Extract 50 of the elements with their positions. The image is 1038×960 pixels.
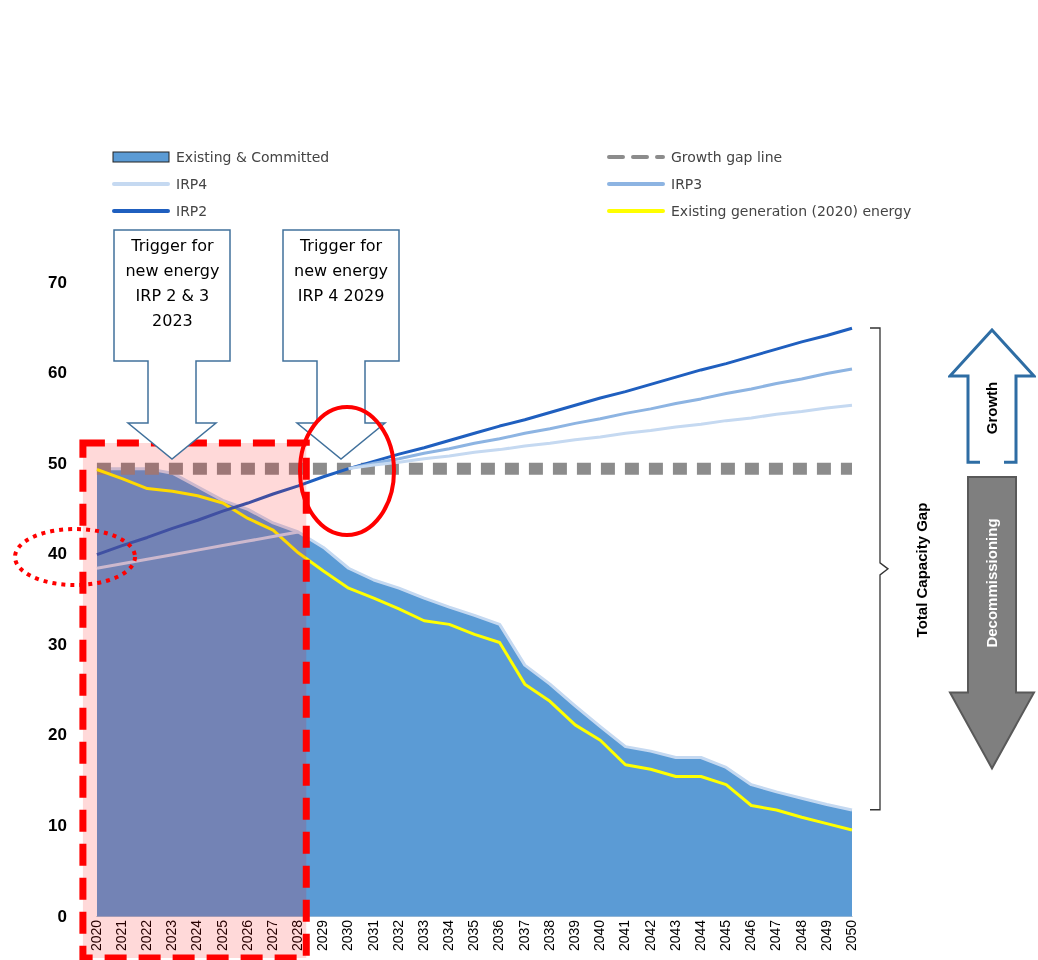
text: Decommissioning — [982, 517, 1001, 650]
y-tick-label: 60 — [47, 363, 67, 383]
legend-label: IRP2 — [176, 203, 208, 219]
x-tick-label: 2033 — [414, 919, 431, 952]
x-tick-label: 2049 — [817, 919, 834, 952]
x-tick-label: 2031 — [364, 919, 381, 952]
x-tick-label: 2046 — [742, 919, 759, 952]
x-tick-label: 2028 — [289, 919, 306, 952]
text: Growth — [980, 348, 1004, 469]
x-tick-label: 2026 — [238, 919, 255, 952]
legend-label: IRP3 — [671, 176, 703, 192]
x-tick-label: 2030 — [339, 919, 356, 952]
x-tick-label: 2040 — [591, 919, 608, 952]
y-tick-label: 10 — [47, 815, 67, 835]
x-tick-label: 2050 — [842, 919, 859, 952]
annotation: Trigger for new energy IRP 2 & 3 2023 — [124, 234, 221, 332]
x-tick-label: 2047 — [767, 919, 784, 952]
x-tick-label: 2034 — [440, 919, 457, 952]
x-tick-label: 2048 — [792, 919, 809, 952]
y-tick-label: 30 — [47, 634, 67, 654]
x-tick-label: 2041 — [616, 919, 633, 952]
x-tick-label: 2035 — [465, 919, 482, 952]
legend-label: Existing generation (2020) energy — [671, 203, 912, 219]
y-tick-label: 70 — [47, 272, 67, 292]
x-tick-label: 2042 — [641, 919, 658, 952]
x-tick-label: 2021 — [112, 919, 129, 952]
y-tick-label: 0 — [57, 906, 67, 926]
x-tick-label: 2032 — [389, 919, 406, 952]
x-tick-label: 2045 — [717, 919, 734, 952]
legend-label: Growth gap line — [671, 149, 783, 165]
legend-label: Existing & Committed — [176, 149, 330, 165]
text: Total Capacity Gap — [912, 501, 931, 640]
x-tick-label: 2029 — [314, 919, 331, 952]
y-tick-label: 40 — [47, 544, 67, 564]
y-tick-label: 20 — [47, 725, 67, 745]
y-tick-label: 50 — [47, 453, 67, 473]
annotation: Trigger for new energy IRP 4 2029 — [293, 234, 389, 307]
x-tick-label: 2043 — [666, 919, 683, 952]
x-tick-label: 2044 — [691, 919, 708, 952]
x-tick-label: 2039 — [565, 919, 582, 952]
legend-label: IRP4 — [176, 176, 208, 192]
x-tick-label: 2027 — [263, 919, 280, 952]
x-tick-label: 2036 — [490, 919, 507, 952]
x-tick-label: 2023 — [163, 919, 180, 952]
x-tick-label: 2037 — [515, 919, 532, 952]
x-tick-label: 2025 — [213, 919, 230, 952]
x-tick-label: 2022 — [138, 919, 155, 952]
x-tick-label: 2038 — [540, 919, 557, 952]
x-tick-label: 2024 — [188, 919, 205, 952]
x-tick-label: 2020 — [87, 919, 104, 952]
